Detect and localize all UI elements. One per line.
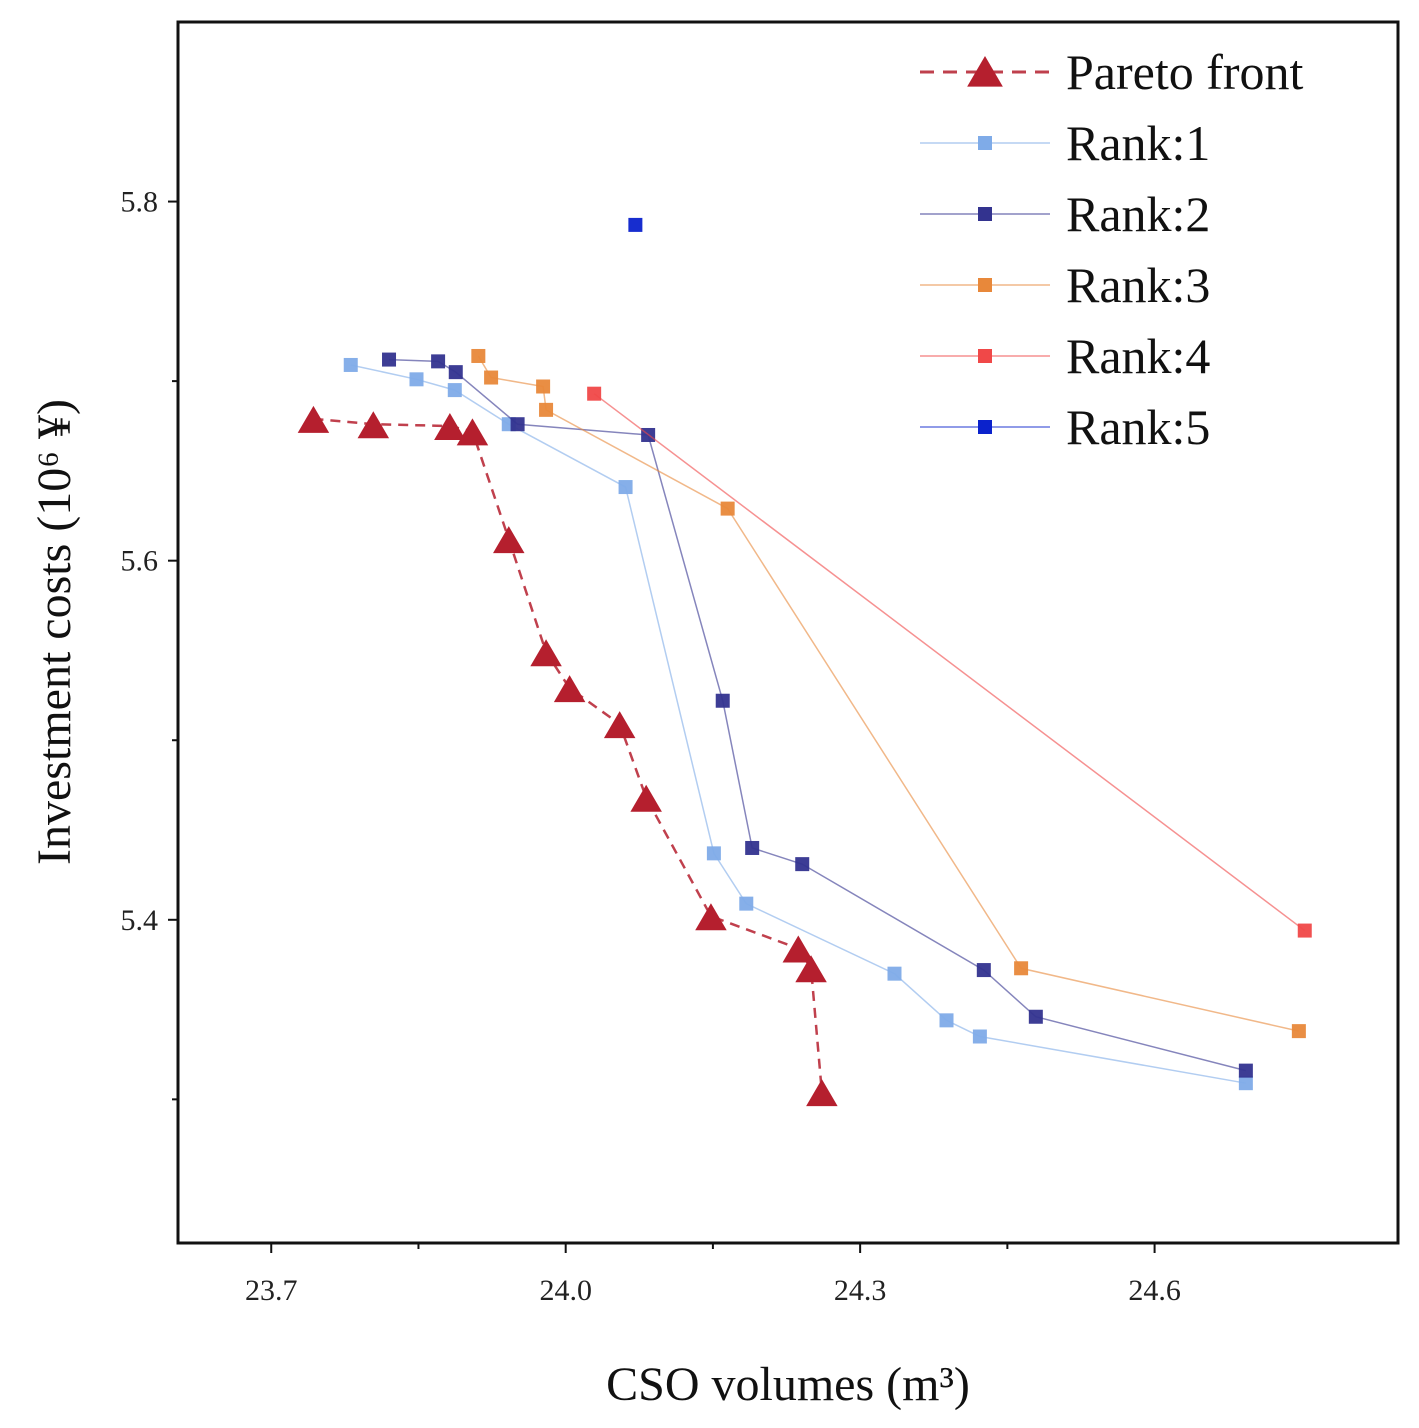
rank-3-point	[1291, 1024, 1306, 1039]
legend-marker-rank-4	[978, 349, 992, 363]
rank-4-point	[587, 386, 602, 401]
pareto-front-line	[313, 417, 824, 1093]
rank-2-point	[1028, 1009, 1043, 1024]
legend-label-rank-2: Rank:2	[1066, 186, 1210, 242]
rank-2-point	[715, 693, 730, 708]
rank-3-point	[1014, 961, 1029, 976]
rank-2-point	[1238, 1063, 1253, 1078]
rank-1-point	[409, 372, 424, 387]
y-tick-label: 5.8	[121, 186, 159, 219]
rank-1-point	[739, 896, 754, 911]
pareto-front-point	[456, 418, 489, 446]
legend-label-rank-3: Rank:3	[1066, 257, 1210, 313]
legend-label-rank-4: Rank:4	[1066, 328, 1210, 384]
pareto-front-point	[806, 1079, 838, 1107]
rank-1-point	[343, 357, 358, 372]
x-tick-label: 24.0	[539, 1274, 592, 1307]
rank-1-point	[972, 1029, 987, 1044]
rank-4-line	[593, 393, 1306, 932]
rank-2-point	[795, 857, 810, 872]
y-axis-label: Investment costs (10⁶ ¥)	[28, 399, 81, 865]
legend-marker-rank-1	[978, 136, 992, 150]
rank-1-point	[939, 1013, 954, 1028]
legend-marker-rank-3	[978, 278, 992, 292]
x-tick-label: 24.6	[1128, 1274, 1181, 1307]
rank-4-point	[1297, 923, 1312, 938]
rank-1-point	[618, 480, 633, 495]
pareto-front-point	[530, 639, 562, 667]
rank-2-point	[448, 365, 463, 380]
rank-3-point	[720, 501, 735, 516]
rank-2-point	[745, 840, 760, 855]
pareto-front-point	[493, 526, 525, 554]
rank-2-point	[431, 354, 446, 369]
x-tick-label: 23.7	[245, 1274, 298, 1307]
pareto-front-point	[603, 711, 636, 739]
rank-2-point	[382, 352, 397, 367]
rank-3-point	[484, 370, 499, 385]
rank-1-point	[1238, 1076, 1253, 1091]
legend-marker-rank-2	[978, 207, 992, 221]
rank-3-point	[471, 348, 486, 363]
rank-2-point	[976, 963, 991, 978]
legend-label-rank-5: Rank:5	[1066, 399, 1210, 455]
pareto-front-point	[297, 405, 330, 433]
legend-marker-rank-5	[978, 420, 992, 434]
rank-3-point	[539, 402, 554, 417]
plot-frame	[176, 20, 1400, 1245]
rank-1-line	[350, 364, 1246, 1084]
pareto-front-point	[795, 955, 827, 983]
legend-label-pareto-front: Pareto front	[1066, 44, 1304, 100]
y-tick-label: 5.6	[121, 545, 159, 578]
pareto-front-point	[434, 413, 466, 441]
rank-2-line	[388, 358, 1247, 1072]
x-axis-label: CSO volumes (m³)	[606, 1358, 970, 1411]
legend-marker-pareto-front	[967, 56, 1003, 87]
rank-1-point	[706, 846, 721, 861]
rank-1-point	[887, 966, 902, 981]
pareto-front-point	[630, 784, 662, 812]
rank-1-point	[447, 383, 462, 398]
pareto-front-point	[357, 411, 390, 439]
pareto-front-point	[695, 903, 727, 931]
rank-3-line	[477, 355, 1300, 1032]
rank-5-point	[628, 217, 643, 232]
y-tick-label: 5.4	[121, 904, 159, 937]
rank-2-point	[510, 417, 525, 432]
legend-label-rank-1: Rank:1	[1066, 115, 1210, 171]
rank-3-point	[536, 379, 551, 394]
x-tick-label: 24.3	[834, 1274, 887, 1307]
pareto-front-point	[553, 675, 586, 703]
pareto-front-point	[782, 935, 815, 963]
